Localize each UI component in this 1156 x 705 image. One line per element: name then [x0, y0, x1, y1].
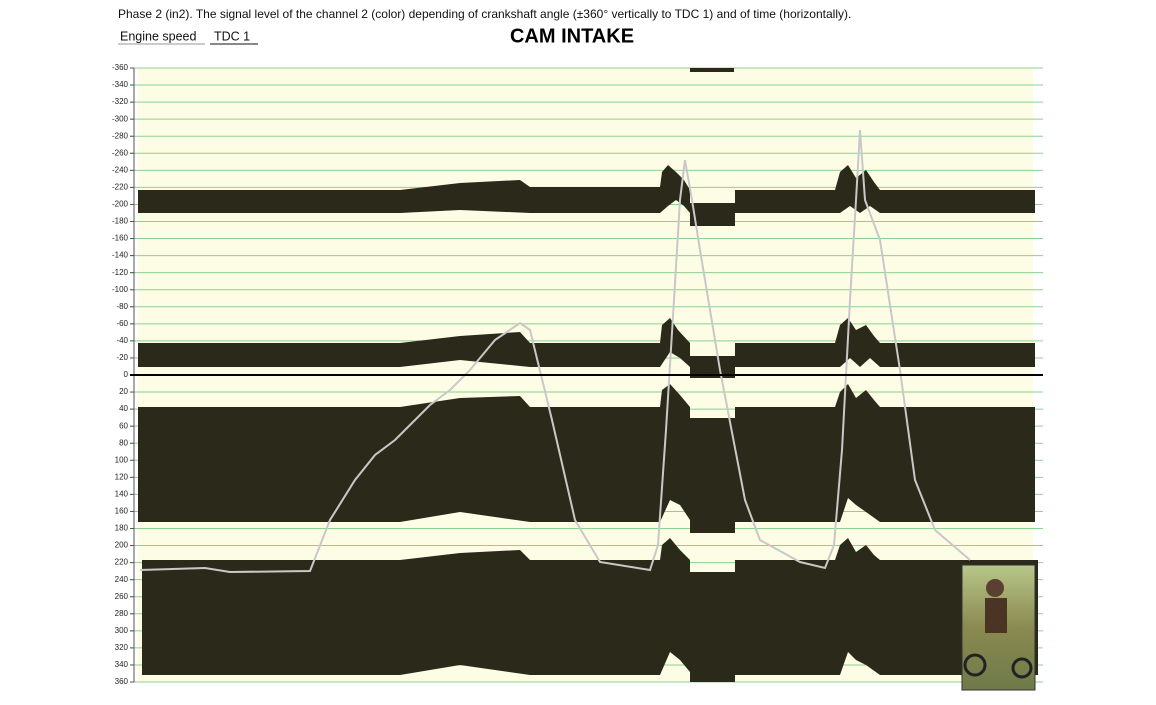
y-tick-label: 60: [119, 421, 128, 430]
y-tick-label: 140: [115, 489, 129, 498]
y-tick-label: -220: [112, 182, 129, 191]
signal-trace: [139, 129, 971, 574]
y-tick-label: 40: [119, 404, 128, 413]
y-tick-label: 80: [119, 438, 128, 447]
y-tick-label: -340: [112, 80, 129, 89]
chart-title: CAM INTAKE: [510, 25, 634, 47]
y-tick-label: -120: [112, 268, 129, 277]
y-tick-label: 220: [115, 558, 129, 567]
y-tick-label: 100: [115, 455, 129, 464]
y-tick-label: -240: [112, 165, 129, 174]
y-tick-label: -360: [112, 63, 129, 72]
y-tick-label: 360: [115, 677, 129, 686]
photo-wheel: [1011, 657, 1033, 679]
y-tick-label: 120: [115, 472, 129, 481]
y-tick-label: 300: [115, 626, 129, 635]
y-tick-label: 200: [115, 541, 129, 550]
y-tick-label: -200: [112, 200, 129, 209]
photo-figure: [986, 579, 1004, 597]
y-tick-label: -320: [112, 97, 129, 106]
y-tick-label: -300: [112, 114, 129, 123]
y-tick-label: -160: [112, 234, 129, 243]
y-tick-label: 20: [119, 387, 128, 396]
y-tick-label: -60: [116, 319, 128, 328]
signal-bands: [138, 68, 1038, 682]
y-tick-label: 0: [124, 370, 129, 379]
y-tick-label: 240: [115, 575, 129, 584]
y-tick-label: -140: [112, 251, 129, 260]
y-tick-label: -80: [116, 302, 128, 311]
y-tick-label: -100: [112, 285, 129, 294]
y-tick-label: 160: [115, 507, 129, 516]
y-tick-label: -180: [112, 217, 129, 226]
y-tick-label: 180: [115, 524, 129, 533]
tab[interactable]: Engine speed: [120, 29, 197, 43]
y-tick-label: -260: [112, 148, 129, 157]
photo-wheel: [963, 653, 987, 677]
y-tick-label: -40: [116, 336, 128, 345]
y-tick-label: 340: [115, 660, 129, 669]
y-tick-label: 260: [115, 592, 129, 601]
tab[interactable]: TDC 1: [214, 29, 250, 43]
description: Phase 2 (in2). The signal level of the c…: [118, 7, 851, 21]
y-tick-label: -280: [112, 131, 129, 140]
y-tick-label: 280: [115, 609, 129, 618]
photo-figure: [985, 598, 1007, 633]
y-tick-label: 320: [115, 643, 129, 652]
y-tick-label: -20: [116, 353, 128, 362]
